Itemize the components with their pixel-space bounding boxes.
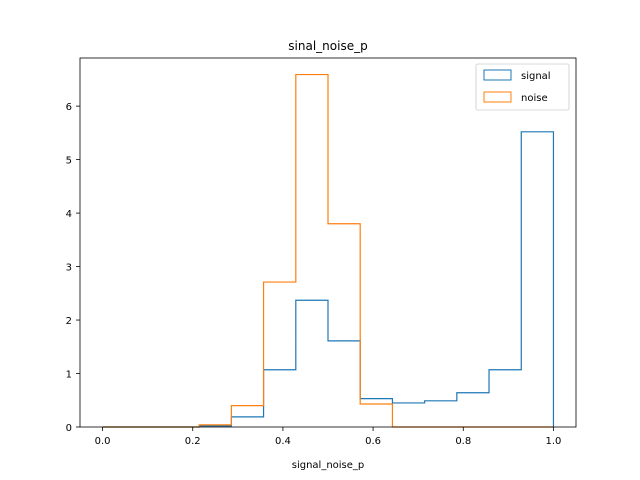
legend-box xyxy=(475,63,570,111)
plot-frame xyxy=(79,57,577,428)
y-tick-label: 5 xyxy=(66,156,72,167)
x-tick-label: 0.8 xyxy=(455,436,471,447)
legend-label-noise: noise xyxy=(521,93,548,104)
legend-label-signal: signal xyxy=(521,71,551,82)
x-axis-label: signal_noise_p xyxy=(292,460,365,471)
y-tick-label: 0 xyxy=(66,423,72,434)
x-tick-label: 0.2 xyxy=(185,436,201,447)
x-tick-label: 0.4 xyxy=(275,436,291,447)
y-axis: 0 1 2 3 4 5 6 xyxy=(66,102,80,434)
chart-title: sinal_noise_p xyxy=(288,39,367,53)
x-tick-label: 1.0 xyxy=(546,436,562,447)
y-tick-label: 3 xyxy=(66,263,72,274)
legend-swatch-noise xyxy=(483,91,512,103)
x-tick-label: 0.6 xyxy=(365,436,381,447)
x-axis: 0.0 0.2 0.4 0.6 0.8 1.0 xyxy=(95,427,562,447)
y-tick-label: 4 xyxy=(66,209,72,220)
x-tick-label: 0.0 xyxy=(95,436,111,447)
legend: signal noise xyxy=(475,63,570,111)
y-tick-label: 1 xyxy=(66,370,72,381)
y-tick-label: 2 xyxy=(66,316,72,327)
legend-swatch-signal xyxy=(483,69,512,81)
y-tick-label: 6 xyxy=(66,102,72,113)
